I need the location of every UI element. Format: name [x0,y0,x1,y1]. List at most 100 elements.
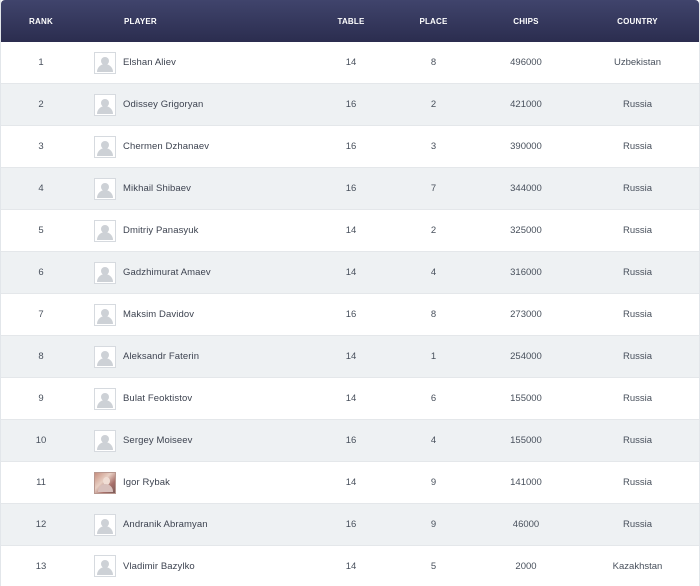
rank-cell: 10 [35,435,47,446]
place-cell: 6 [430,393,437,404]
table-row[interactable]: 4 Mikhail Shibaev 16 7 344000 Russia [1,168,699,210]
place-cell: 5 [430,560,437,572]
default-avatar-icon[interactable] [94,93,116,116]
place-cell: 2 [430,225,437,236]
rank-cell: 8 [38,351,44,362]
table-row[interactable]: 3 Chermen Dzhanaev 16 3 390000 Russia [1,126,699,168]
player-name-link[interactable]: Igor Rybak [123,477,170,488]
table-row[interactable]: 2 Odissey Grigoryan 16 2 421000 Russia [1,84,699,126]
header-rank[interactable]: RANK [29,16,53,26]
player-name-link[interactable]: Maksim Davidov [123,309,195,320]
table-row[interactable]: 1 Elshan Aliev 14 8 496000 Uzbekistan [1,42,699,84]
default-avatar-icon[interactable] [94,513,116,536]
default-avatar-icon[interactable] [94,261,116,284]
player-cell: Andranik Abramyan [81,513,311,536]
table-row[interactable]: 7 Maksim Davidov 16 8 273000 Russia [1,294,699,336]
table-row[interactable]: 9 Bulat Feoktistov 14 6 155000 Russia [1,378,699,420]
table-cell: 14 [345,560,357,572]
country-cell: Kazakhstan [612,560,663,572]
chips-cell: 421000 [510,99,542,110]
country-cell: Russia [622,99,653,110]
default-avatar-icon[interactable] [94,177,116,200]
table-body: 1 Elshan Aliev 14 8 496000 Uzbekistan 2 Odissey… [1,42,699,586]
player-name-link[interactable]: Aleksandr Faterin [123,351,200,362]
table-cell: 16 [345,99,357,110]
default-avatar-icon[interactable] [94,51,116,74]
player-photo-icon[interactable] [94,471,116,494]
table-row[interactable]: 10 Sergey Moiseev 16 4 155000 Russia [1,420,699,462]
default-avatar-icon[interactable] [94,555,116,577]
player-name-link[interactable]: Chermen Dzhanaev [123,141,210,152]
header-table[interactable]: TABLE [337,16,365,26]
default-avatar-icon[interactable] [94,219,116,242]
place-cell: 8 [430,309,437,320]
header-place[interactable]: PLACE [419,16,448,26]
rank-cell: 7 [38,309,44,320]
place-cell: 9 [430,477,437,488]
default-avatar-icon[interactable] [94,135,116,158]
table-row[interactable]: 5 Dmitriy Panasyuk 14 2 325000 Russia [1,210,699,252]
country-cell: Russia [622,477,653,488]
table-row[interactable]: 6 Gadzhimurat Amaev 14 4 316000 Russia [1,252,699,294]
rank-cell: 4 [38,183,44,194]
table-row[interactable]: 13 Vladimir Bazylko 14 5 2000 Kazakhstan [1,546,699,586]
player-name-link[interactable]: Mikhail Shibaev [123,183,192,194]
chips-cell: 316000 [510,267,542,278]
header-country[interactable]: COUNTRY [617,16,658,26]
country-cell: Uzbekistan [614,57,661,68]
table-cell: 16 [345,183,357,194]
player-name-link[interactable]: Dmitriy Panasyuk [123,225,199,236]
table-cell: 14 [345,57,357,68]
place-cell: 9 [430,519,437,530]
table-row[interactable]: 11 Igor Rybak 14 9 141000 Russia [1,462,699,504]
place-cell: 1 [430,351,437,362]
rank-cell: 11 [36,477,46,488]
table-row[interactable]: 12 Andranik Abramyan 16 9 46000 Russia [1,504,699,546]
country-cell: Russia [622,225,653,236]
table-row[interactable]: 8 Aleksandr Faterin 14 1 254000 Russia [1,336,699,378]
country-cell: Russia [622,267,653,278]
table-cell: 16 [345,435,357,446]
country-cell: Russia [622,183,653,194]
player-name-link[interactable]: Vladimir Bazylko [123,560,195,572]
default-avatar-icon[interactable] [94,429,116,452]
place-cell: 4 [430,267,437,278]
player-name-link[interactable]: Elshan Aliev [123,57,176,68]
country-cell: Russia [622,309,653,320]
country-cell: Russia [622,351,653,362]
player-cell: Gadzhimurat Amaev [81,261,311,284]
rank-cell: 5 [38,225,44,236]
player-name-link[interactable]: Andranik Abramyan [123,519,208,530]
default-avatar-icon[interactable] [94,345,116,368]
player-name-link[interactable]: Gadzhimurat Amaev [123,267,211,278]
rank-cell: 2 [38,99,44,110]
player-cell: Igor Rybak [81,471,311,494]
table-header: RANK PLAYER TABLE PLACE CHIPS COUNTRY [1,0,699,42]
header-player[interactable]: PLAYER [124,16,157,26]
chips-cell: 273000 [510,309,542,320]
chips-cell: 325000 [510,225,542,236]
player-name-link[interactable]: Bulat Feoktistov [123,393,193,404]
chips-cell: 155000 [510,435,542,446]
player-cell: Odissey Grigoryan [81,93,311,116]
table-cell: 14 [345,477,357,488]
default-avatar-icon[interactable] [94,303,116,326]
player-cell: Mikhail Shibaev [81,177,311,200]
chips-cell: 344000 [510,183,542,194]
table-cell: 16 [345,519,357,530]
table-cell: 16 [345,141,357,152]
rank-cell: 6 [38,267,44,278]
table-cell: 16 [345,309,357,320]
header-chips[interactable]: CHIPS [513,16,539,26]
chips-cell: 496000 [510,57,542,68]
player-name-link[interactable]: Sergey Moiseev [123,435,193,446]
player-cell: Sergey Moiseev [81,429,311,452]
place-cell: 7 [430,183,437,194]
rank-cell: 12 [35,519,47,530]
place-cell: 4 [430,435,437,446]
default-avatar-icon[interactable] [94,387,116,410]
country-cell: Russia [622,141,653,152]
place-cell: 8 [430,57,437,68]
player-name-link[interactable]: Odissey Grigoryan [123,99,204,110]
player-cell: Maksim Davidov [81,303,311,326]
